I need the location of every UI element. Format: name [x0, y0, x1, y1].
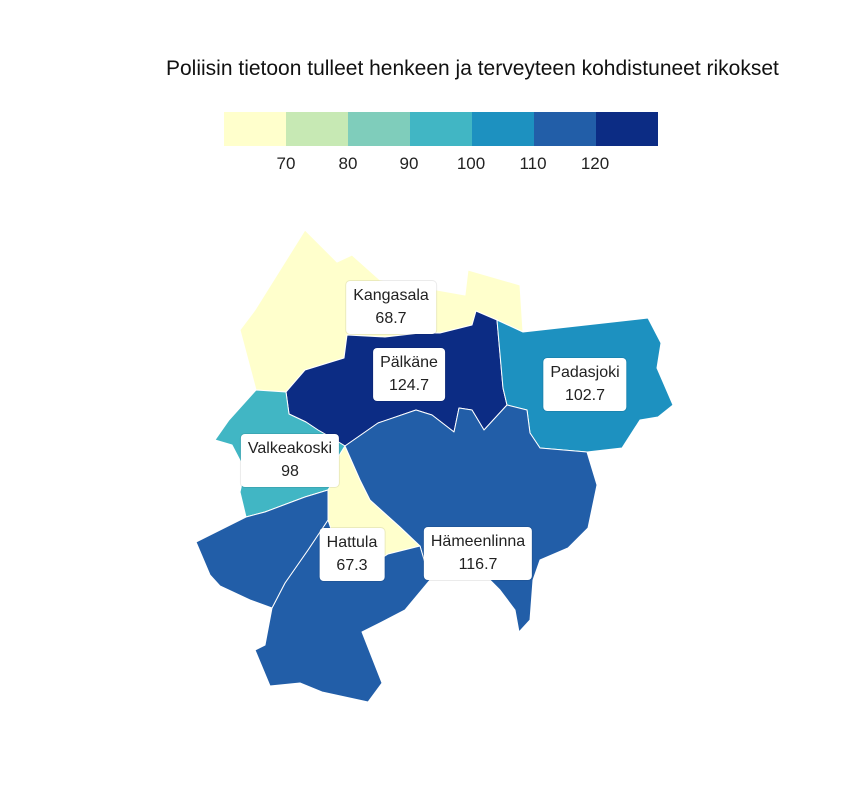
region-name: Pälkäne — [380, 354, 438, 371]
region-value: 98 — [281, 463, 299, 480]
region-value: 124.7 — [388, 377, 430, 394]
legend-swatch — [348, 112, 410, 146]
region-value: 102.7 — [564, 387, 606, 404]
map-title: Poliisin tietoon tulleet henkeen ja terv… — [166, 57, 779, 80]
legend-tick-label: 90 — [399, 154, 419, 173]
color-legend — [224, 112, 658, 146]
region-value: 67.3 — [336, 557, 368, 574]
region-name: Valkeakoski — [247, 440, 333, 457]
region-value: 68.7 — [375, 310, 407, 327]
region-name: Hattula — [326, 534, 378, 551]
region-label-valkeakoski: Valkeakoski 98 — [240, 434, 340, 487]
legend-tick-label: 110 — [519, 154, 547, 173]
region-label-palkane: Pälkäne 124.7 — [373, 348, 445, 401]
legend-swatch — [472, 112, 534, 146]
region-value: 116.7 — [458, 556, 498, 573]
region-name: Padasjoki — [550, 364, 620, 381]
legend-tick-label: 80 — [338, 154, 358, 173]
legend-swatch — [596, 112, 658, 146]
legend-swatch — [534, 112, 596, 146]
region-label-hameenlinna: Hämeenlinna 116.7 — [423, 527, 533, 580]
legend-tick-label: 100 — [456, 154, 486, 173]
region-hameenlinna-west[interactable] — [195, 489, 329, 609]
region-name: Kangasala — [353, 287, 429, 304]
legend-swatch — [286, 112, 348, 146]
legend-tick-label: 120 — [580, 154, 610, 173]
region-name: Hämeenlinna — [430, 533, 526, 550]
legend-swatch — [410, 112, 472, 146]
region-label-padasjoki: Padasjoki 102.7 — [543, 358, 627, 411]
legend-swatch — [224, 112, 286, 146]
region-label-kangasala: Kangasala 68.7 — [346, 281, 436, 334]
region-label-hattula: Hattula 67.3 — [319, 528, 385, 581]
legend-tick-label: 70 — [276, 154, 296, 173]
